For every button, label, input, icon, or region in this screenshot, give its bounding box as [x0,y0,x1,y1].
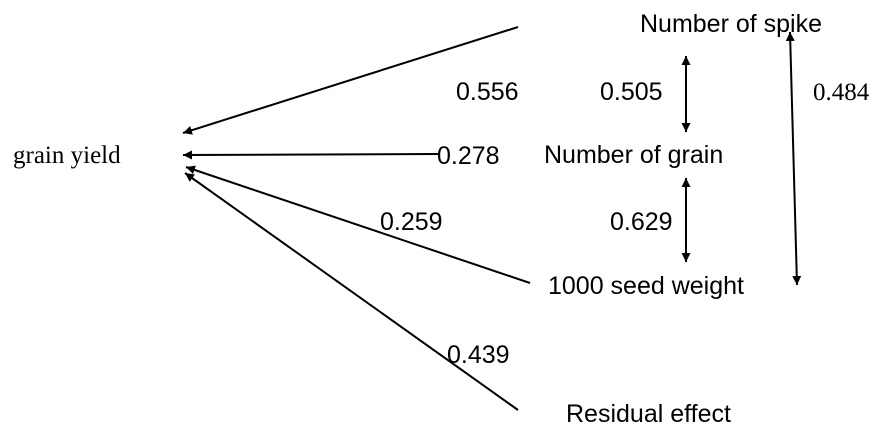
coef-grain-to-yield: 0.278 [437,142,500,170]
coef-spike-grain: 0.505 [600,78,663,106]
coef-residual-to-yield: 0.439 [447,341,510,369]
node-number-of-grain: Number of grain [544,141,724,169]
node-1000-seed-weight: 1000 seed weight [548,272,744,300]
node-number-of-spike: Number of spike [640,10,823,38]
arrow-seed-weight-to-yield [185,165,531,284]
coef-spike-seed-weight: 0.484 [813,79,870,106]
node-residual-effect: Residual effect [566,400,731,428]
coef-grain-seed-weight: 0.629 [610,208,673,236]
coef-spike-to-yield: 0.556 [456,78,519,106]
coef-seed-weight-to-yield: 0.259 [380,208,443,236]
node-grain-yield: grain yield [13,142,121,169]
arrow-spike-to-yield [182,26,519,135]
arrow-residual-to-yield [184,172,519,411]
arrow-grain-to-yield [182,150,441,160]
arrow-spike-seed-weight-correlation [785,31,802,286]
